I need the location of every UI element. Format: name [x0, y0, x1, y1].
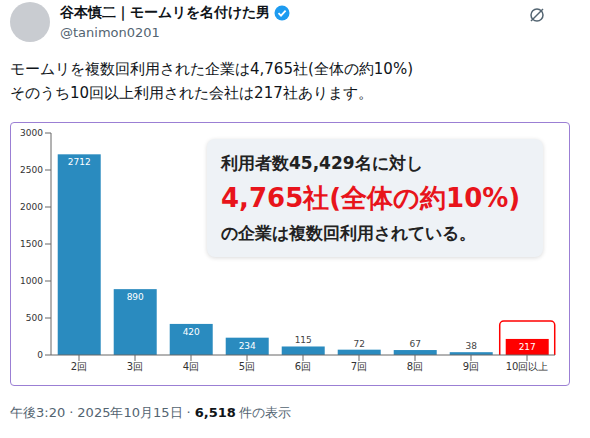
svg-text:115: 115 — [295, 335, 312, 345]
svg-text:420: 420 — [183, 327, 200, 337]
svg-text:1000: 1000 — [20, 276, 43, 286]
html-text:午後3:20 · 2025年10月15日 · 6,518 件: 午後3:20 · 2025年10月15日 · 6,518 件の表示 — [10, 405, 291, 420]
svg-text:3回: 3回 — [127, 361, 143, 372]
svg-text:1500: 1500 — [20, 239, 43, 249]
html-text:モームリを複数回利用された企業は4,765社(全体の約10%: モームリを複数回利用された企業は4,765社(全体の約10%) — [10, 60, 413, 78]
svg-text:500: 500 — [26, 313, 43, 323]
html-text:@tanimon0201: @tanimon0201 — [60, 25, 160, 40]
svg-text:2712: 2712 — [68, 157, 91, 167]
html-text:谷本慎二｜モームリを名付けた男: 谷本慎二｜モームリを名付けた男 — [60, 4, 270, 20]
svg-text:10回以上: 10回以上 — [506, 361, 549, 372]
html-text:4,765社(全体の約10%): 4,765社(全体の約10%) — [221, 182, 521, 213]
svg-text:9回: 9回 — [463, 361, 479, 372]
html-text:そのうち10回以上利用された会社は217社あります。: そのうち10回以上利用された会社は217社あります。 — [10, 84, 373, 102]
svg-text:72: 72 — [353, 339, 364, 349]
svg-text:67: 67 — [409, 339, 420, 349]
svg-text:8回: 8回 — [407, 361, 423, 372]
svg-text:2回: 2回 — [71, 361, 87, 372]
html-text:利用者数45,429名に対し: 利用者数45,429名に対し — [221, 152, 423, 173]
svg-text:0: 0 — [37, 350, 43, 360]
html-text:の企業は複数回利用されている。: の企業は複数回利用されている。 — [221, 222, 476, 243]
svg-text:5回: 5回 — [239, 361, 255, 372]
svg-text:4回: 4回 — [183, 361, 199, 372]
svg-text:890: 890 — [127, 292, 144, 302]
svg-text:38: 38 — [465, 341, 477, 351]
svg-text:217: 217 — [519, 342, 536, 352]
svg-text:7回: 7回 — [351, 361, 367, 372]
svg-text:2500: 2500 — [20, 165, 43, 175]
svg-text:2000: 2000 — [20, 202, 43, 212]
svg-text:6回: 6回 — [295, 361, 311, 372]
svg-text:234: 234 — [239, 341, 256, 351]
svg-text:3000: 3000 — [20, 128, 43, 138]
